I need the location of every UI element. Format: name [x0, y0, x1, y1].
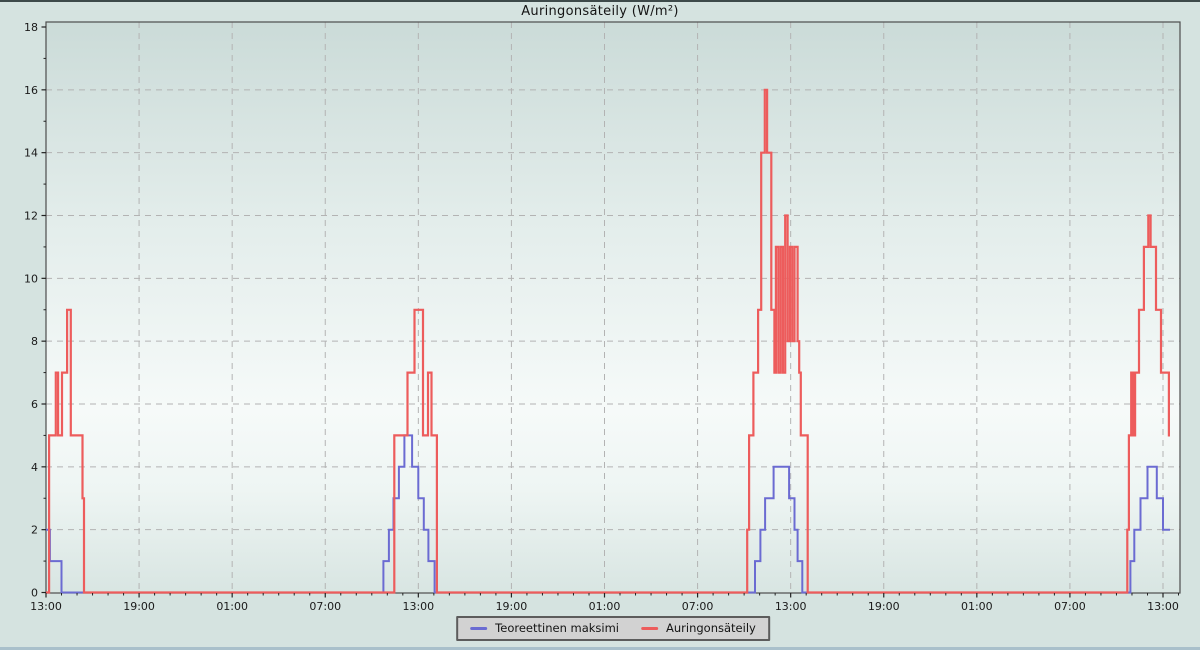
- x-tick-label: 19:00: [123, 600, 155, 613]
- y-tick-label: 2: [31, 524, 38, 537]
- y-tick-label: 14: [24, 147, 38, 160]
- x-tick-label: 01:00: [961, 600, 993, 613]
- legend-label-auringonsateily: Auringonsäteily: [666, 621, 756, 635]
- x-tick-label: 13:00: [775, 600, 807, 613]
- series-line-auringonsateily: [46, 88, 1170, 594]
- window-bottom-strip: [0, 647, 1200, 650]
- legend-item-auringonsateily: Auringonsäteily: [641, 621, 756, 635]
- legend-item-teoreettinen-maksimi: Teoreettinen maksimi: [470, 621, 619, 635]
- chart-title: Auringonsäteily (W/m²): [521, 4, 679, 19]
- x-tick-label: 01:00: [589, 600, 621, 613]
- y-tick-label: 6: [31, 398, 38, 411]
- x-tick-label: 07:00: [1054, 600, 1086, 613]
- x-tick-label: 13:00: [402, 600, 434, 613]
- y-tick-label: 4: [31, 461, 38, 474]
- y-tick-label: 8: [31, 335, 38, 348]
- window-top-border: [0, 0, 1200, 2]
- legend-label-teoreettinen-maksimi: Teoreettinen maksimi: [495, 621, 620, 635]
- x-tick-label: 19:00: [496, 600, 528, 613]
- series-line-teoreettinen-maksimi: [46, 434, 1170, 594]
- y-tick-label: 12: [24, 210, 38, 223]
- legend-line-swatch-blue: [470, 626, 488, 630]
- y-tick-label: 16: [24, 84, 38, 97]
- plot-background: [46, 22, 1180, 593]
- x-tick-label: 13:00: [30, 600, 62, 613]
- x-tick-label: 07:00: [682, 600, 714, 613]
- x-tick-label: 19:00: [868, 600, 900, 613]
- y-tick-label: 0: [31, 587, 38, 600]
- legend-line-swatch-red: [641, 626, 659, 630]
- x-tick-label: 07:00: [309, 600, 341, 613]
- y-tick-label: 18: [24, 21, 38, 34]
- x-tick-label: 01:00: [216, 600, 248, 613]
- y-tick-label: 10: [24, 272, 38, 285]
- legend: Teoreettinen maksimi Auringonsäteily: [456, 616, 770, 641]
- x-tick-label: 13:00: [1147, 600, 1179, 613]
